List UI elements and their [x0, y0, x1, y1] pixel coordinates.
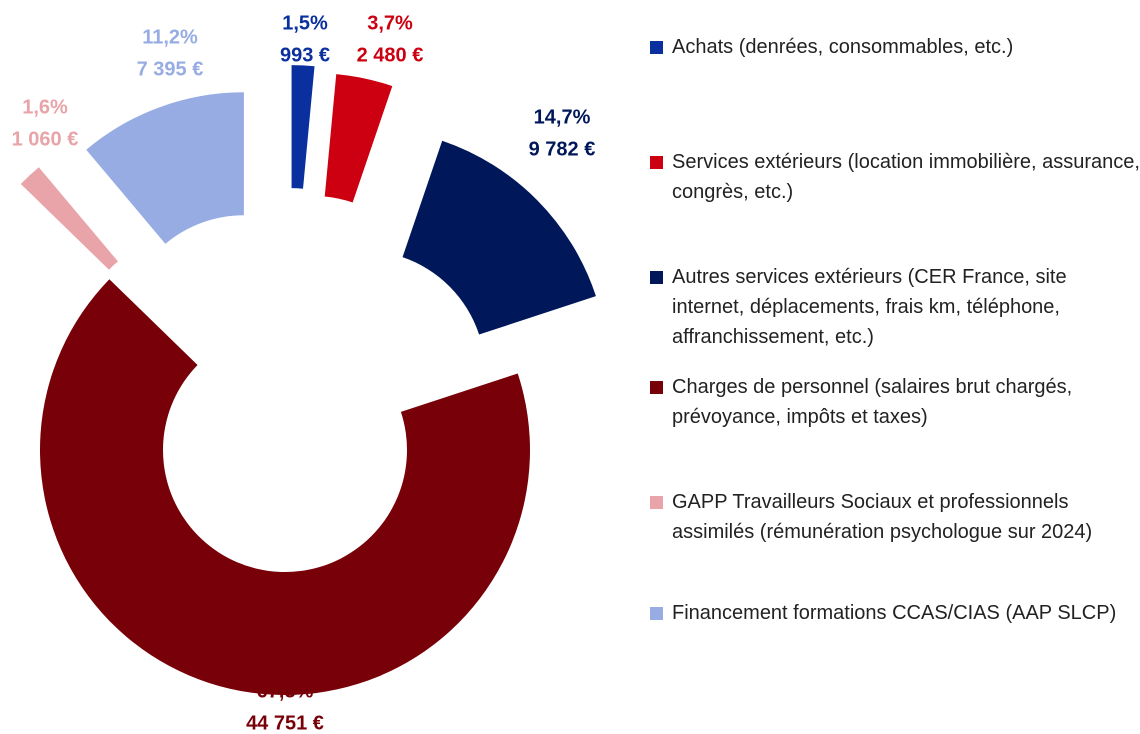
legend-swatch	[650, 271, 663, 284]
legend-entry: Achats (denrées, consommables, etc.)	[650, 32, 1140, 62]
value-label: 2 480 €	[357, 44, 424, 66]
percentage-label: 1,5%	[282, 12, 328, 34]
legend-entry: GAPP Travailleurs Sociaux et professionn…	[650, 487, 1140, 547]
legend-entry: Autres services extérieurs (CER France, …	[650, 262, 1140, 352]
percentage-label: 67,3%	[257, 680, 314, 702]
value-label: 1 060 €	[12, 128, 79, 150]
value-label: 9 782 €	[529, 138, 596, 160]
legend-label: GAPP Travailleurs Sociaux et professionn…	[672, 491, 1093, 543]
legend-entry: Services extérieurs (location immobilièr…	[650, 147, 1140, 207]
donut-slice	[324, 74, 393, 203]
value-label: 7 395 €	[137, 58, 204, 80]
donut-slice	[39, 279, 530, 696]
chart: 1,5% 993 € 3,7% 2 480 € 14,7% 9 782 € 67,3% 44 …	[12, 12, 596, 734]
legend-swatch	[650, 496, 663, 509]
percentage-label: 1,6%	[22, 96, 68, 118]
donut-slice	[291, 65, 315, 189]
legend-swatch	[650, 156, 663, 169]
legend-swatch	[650, 607, 663, 620]
donut-slice	[86, 92, 244, 244]
legend-label: Achats (denrées, consommables, etc.)	[672, 36, 1014, 58]
legend-label: Charges de personnel (salaires brut char…	[672, 376, 1073, 428]
legend-label: Autres services extérieurs (CER France, …	[672, 266, 1067, 348]
percentage-label: 14,7%	[534, 106, 591, 128]
donut-slice	[402, 140, 596, 335]
legend-entry: Charges de personnel (salaires brut char…	[650, 372, 1140, 432]
percentage-label: 3,7%	[367, 12, 413, 34]
legend-swatch	[650, 41, 663, 54]
value-label: 993 €	[280, 44, 330, 66]
legend-label: Financement formations CCAS/CIAS (AAP SL…	[672, 602, 1117, 624]
percentage-label: 11,2%	[142, 26, 198, 48]
legend-entry: Financement formations CCAS/CIAS (AAP SL…	[650, 598, 1140, 628]
legend-label: Services extérieurs (location immobilièr…	[672, 151, 1140, 203]
donut-slice	[20, 167, 118, 270]
value-label: 44 751 €	[246, 712, 324, 734]
legend-swatch	[650, 381, 663, 394]
